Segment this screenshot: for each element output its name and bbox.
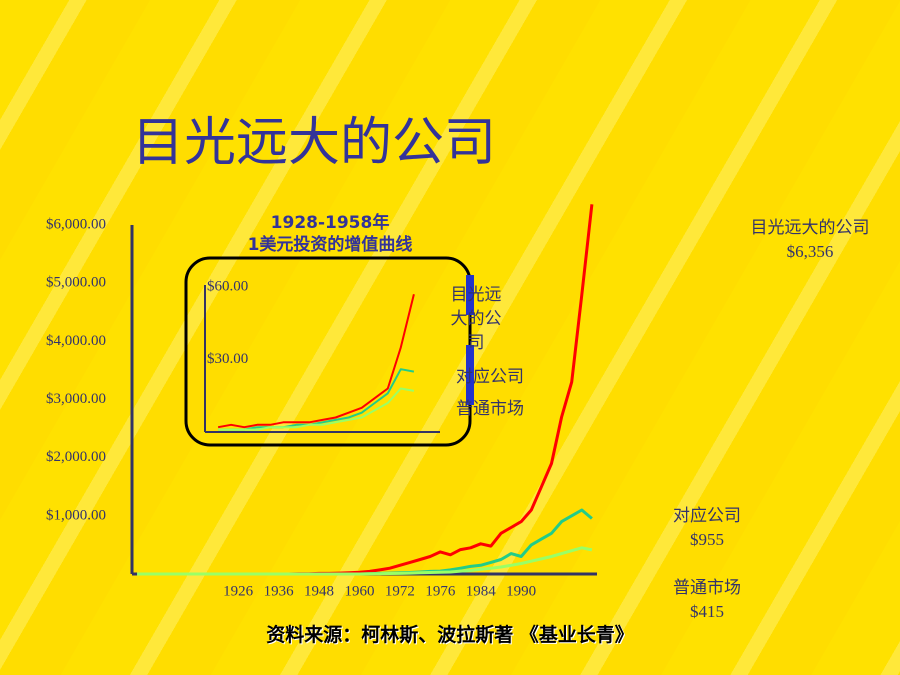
y-tick-label: $4,000.00 [46, 333, 106, 349]
series-label: 对应公司 [673, 506, 741, 525]
series-line [217, 294, 415, 429]
series-line [218, 387, 415, 431]
series-label: 目光远大的公司 [450, 285, 502, 352]
y-tick-label: $3,000.00 [46, 391, 106, 407]
end-value-label: $415 [690, 602, 724, 621]
x-tick-label: 1984 [466, 583, 497, 599]
y-tick-label: $2,000.00 [46, 449, 106, 465]
source-note: 资料来源：柯林斯、波拉斯著 《基业长青》 [266, 624, 634, 646]
y-tick-label: $1,000.00 [46, 507, 106, 523]
y-tick-label: $30.00 [207, 351, 248, 367]
x-tick-label: 1976 [425, 583, 456, 599]
series-label: 普通市场 [673, 578, 741, 597]
y-tick-label: $60.00 [207, 278, 248, 294]
x-tick-label: 1990 [506, 583, 536, 599]
series-label: 目光远大的公司 [750, 218, 870, 237]
end-value-label: $6,356 [786, 242, 834, 261]
slide-title: 目光远大的公司 [132, 113, 497, 173]
y-tick-label: $5,000.00 [46, 275, 106, 291]
legend-bar [466, 345, 474, 405]
series-label: 普通市场 [456, 399, 524, 418]
inset-title: 1928-1958年 1美元投资的增值曲线 [247, 213, 413, 255]
y-tick-label: $6,000.00 [46, 216, 106, 232]
series-line [218, 368, 415, 431]
end-value-label: $955 [690, 530, 724, 549]
x-tick-label: 1972 [385, 583, 415, 599]
series-line [137, 546, 593, 576]
x-tick-label: 1948 [304, 583, 334, 599]
legend-bar [466, 275, 474, 315]
series-label: 对应公司 [456, 367, 524, 386]
x-tick-label: 1960 [344, 583, 374, 599]
x-tick-label: 1926 [223, 583, 254, 599]
x-tick-label: 1936 [264, 583, 295, 599]
